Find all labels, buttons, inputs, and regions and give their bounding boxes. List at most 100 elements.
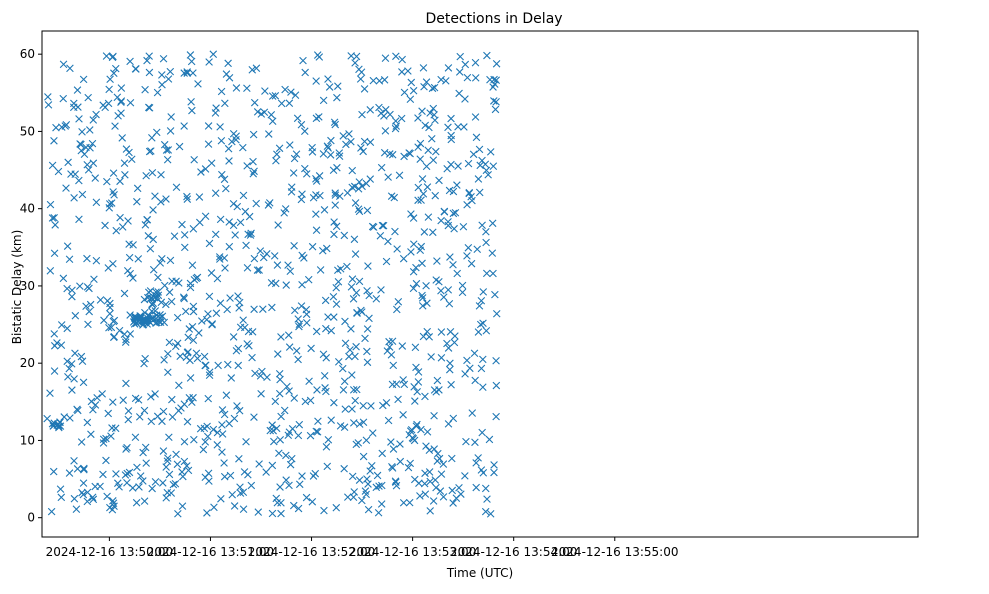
data-point	[101, 221, 109, 230]
data-point	[218, 448, 226, 456]
data-point	[345, 130, 353, 138]
data-point	[302, 493, 311, 502]
data-point	[334, 82, 342, 90]
data-point	[204, 122, 213, 130]
data-point	[301, 68, 309, 77]
data-point	[312, 175, 320, 183]
data-point	[382, 257, 391, 266]
data-point	[355, 476, 364, 484]
data-point	[148, 168, 157, 177]
data-point	[160, 356, 168, 364]
data-point	[345, 352, 353, 361]
data-point	[324, 144, 333, 152]
data-point	[449, 187, 458, 196]
data-point	[429, 156, 438, 164]
data-point	[312, 77, 320, 85]
data-point	[86, 300, 95, 309]
data-point	[200, 352, 209, 361]
data-point	[321, 296, 330, 305]
data-point	[50, 330, 59, 338]
data-point	[242, 241, 250, 250]
data-point	[394, 395, 402, 404]
data-point	[73, 86, 82, 94]
data-point	[102, 434, 110, 443]
data-point	[437, 328, 446, 336]
data-point	[167, 297, 176, 306]
data-point	[68, 292, 76, 301]
data-point	[151, 307, 160, 315]
data-point	[226, 471, 235, 480]
data-point	[430, 445, 439, 453]
data-point	[211, 189, 220, 197]
data-point	[186, 356, 194, 365]
data-point	[243, 340, 251, 348]
data-point	[218, 430, 227, 438]
data-point	[124, 407, 133, 415]
data-point	[388, 462, 396, 471]
data-point	[405, 149, 413, 157]
data-point	[196, 424, 205, 433]
data-point	[141, 354, 149, 363]
data-point	[270, 437, 278, 446]
data-point	[290, 154, 299, 163]
data-point	[77, 352, 86, 361]
data-point	[54, 167, 63, 176]
data-point	[297, 120, 306, 129]
data-point	[268, 509, 277, 518]
data-point	[381, 127, 390, 135]
data-point	[127, 155, 136, 164]
data-point	[404, 67, 412, 75]
data-point	[322, 387, 330, 396]
data-point	[331, 191, 340, 199]
data-point	[327, 136, 335, 145]
data-point	[388, 380, 397, 389]
data-point	[302, 170, 311, 178]
data-point	[44, 93, 52, 101]
data-point	[92, 256, 101, 265]
data-point	[79, 479, 88, 487]
data-point	[451, 332, 459, 340]
data-point	[140, 359, 148, 368]
data-point	[220, 175, 229, 184]
data-point	[377, 500, 386, 508]
data-point	[322, 244, 331, 253]
data-point	[79, 75, 88, 84]
data-point	[83, 497, 92, 506]
data-point	[78, 128, 86, 136]
data-point	[249, 169, 258, 178]
x-tick-label: 2024-12-16 13:55:00	[551, 545, 678, 559]
data-point	[239, 143, 247, 152]
data-point	[364, 480, 372, 488]
data-point	[354, 205, 363, 213]
data-point	[276, 435, 285, 444]
data-point	[426, 507, 434, 515]
data-point	[213, 441, 222, 449]
data-point	[491, 290, 499, 299]
data-point	[189, 69, 197, 77]
data-point	[245, 212, 254, 221]
data-point	[250, 254, 259, 263]
data-point	[159, 54, 168, 63]
data-point	[162, 195, 170, 203]
data-point	[449, 260, 457, 269]
data-point	[223, 305, 231, 314]
data-point	[146, 244, 155, 253]
data-point	[437, 353, 446, 362]
data-point	[414, 368, 423, 376]
data-point	[230, 414, 239, 423]
data-point	[274, 221, 282, 229]
data-point	[59, 60, 68, 69]
data-point	[133, 197, 141, 206]
data-point	[277, 412, 285, 421]
data-point	[204, 140, 213, 148]
data-point	[232, 132, 240, 140]
data-point	[262, 468, 270, 476]
data-point	[298, 472, 306, 480]
data-point	[268, 461, 277, 470]
data-point	[399, 498, 408, 507]
data-point	[270, 252, 279, 260]
data-point	[184, 466, 193, 475]
data-point	[163, 488, 172, 497]
data-point	[431, 191, 440, 200]
data-point	[481, 484, 490, 493]
